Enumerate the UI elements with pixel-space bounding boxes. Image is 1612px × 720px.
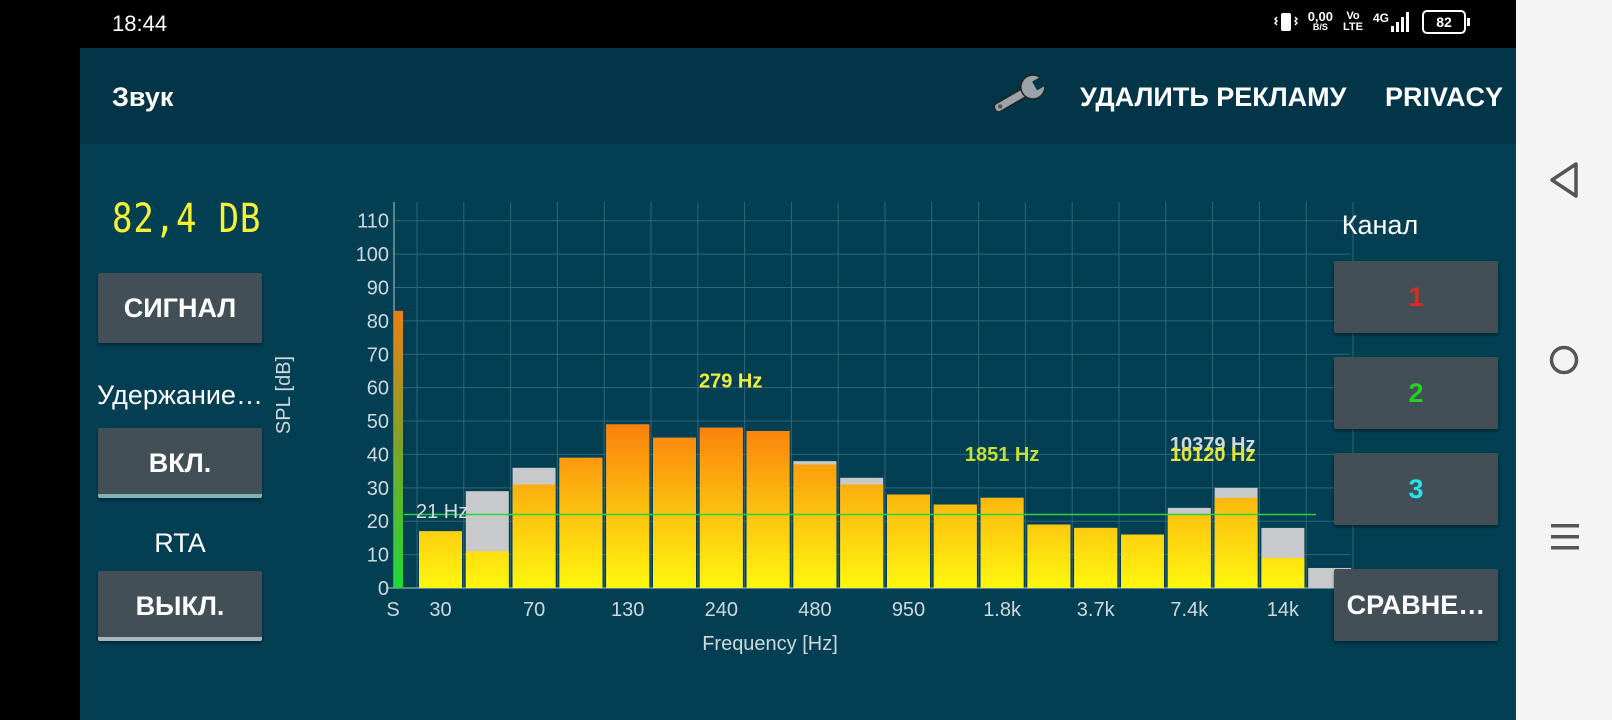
y-tick-label: 100 [356,244,389,266]
peak-annotation: 279 Hz [699,371,762,393]
hold-toggle-button[interactable]: ВКЛ. [98,428,262,498]
battery-icon: 82 [1422,10,1466,34]
y-tick-label: 60 [367,378,389,400]
hold-label: Удержание… [97,380,263,410]
battery-indicator: 82 [1422,10,1470,34]
channel-3-button[interactable]: 3 [1334,453,1498,525]
spectrum-bar [512,484,556,588]
vibrate-icon [1273,13,1298,31]
spectrum-bar [887,494,930,588]
x-tick-label: S [386,599,399,621]
spectrum-bar [653,437,696,588]
y-tick-label: 30 [367,478,389,500]
channel-2-label: 2 [1408,378,1424,408]
system-nav-bar [1516,0,1612,720]
y-tick-label: 10 [367,545,389,567]
network-indicator: 4G [1373,12,1412,32]
peak-annotation: 10120 Hz [1170,444,1256,466]
channel-3-label: 3 [1408,474,1424,504]
status-icons: 0,00 B/S Vo LTE 4G 82 [1273,9,1470,34]
spectrum-bar [465,551,509,588]
y-tick-label: 20 [367,511,389,533]
status-bar: 18:44 0,00 B/S Vo LTE 4G 82 [0,0,1516,48]
menu-icon[interactable] [1548,520,1582,554]
app-window: Звук УДАЛИТЬ РЕКЛАМУ PRIVACY 82,4 DB СИГ… [80,48,1516,720]
y-axis-ticks: 0 10 20 30 40 50 60 70 80 90 100 110 [356,211,389,600]
y-tick-label: 40 [367,444,389,466]
spectrum-bar [840,484,884,588]
spectrum-bar [559,457,603,588]
spectrum-chart: 0 10 20 30 40 50 60 70 80 90 100 110 21 Hz 279 Hz 185… [273,202,1354,655]
x-axis-label: Frequency [Hz] [702,633,838,655]
chart-bars [419,424,1352,588]
signal-button[interactable]: СИГНАЛ [98,273,262,343]
spectrum-bar [699,427,743,588]
x-tick-label: 14k [1267,599,1300,621]
net-speed: 0,00 B/S [1307,9,1334,32]
spectrum-bar [1261,557,1305,588]
wrench-icon[interactable] [987,70,1051,120]
remove-ads-button[interactable]: УДАЛИТЬ РЕКЛАМУ [1080,82,1347,112]
rta-label: RTA [154,528,206,558]
y-tick-label: 0 [378,578,389,600]
peak-annotation: 1851 Hz [965,444,1040,466]
x-tick-label: 70 [523,599,545,621]
network-type: 4G [1372,11,1389,25]
back-icon[interactable] [1546,160,1582,200]
x-tick-label: 1.8k [983,599,1022,621]
y-tick-label: 80 [367,311,389,333]
y-tick-label: 70 [367,344,389,366]
x-tick-label: 30 [429,599,451,621]
spectrum-bar [1214,497,1258,588]
channel-1-button[interactable]: 1 [1334,261,1498,333]
y-tick-label: 90 [367,277,389,299]
spectrum-bar [933,504,977,588]
home-icon[interactable] [1546,342,1582,378]
rta-toggle-button[interactable]: ВЫКЛ. [98,571,262,641]
spectrum-bar [1167,514,1211,588]
compare-button[interactable]: СРАВНЕ… [1334,569,1498,641]
channel-1-label: 1 [1408,282,1424,312]
x-tick-label: 3.7k [1077,599,1116,621]
channel-2-button[interactable]: 2 [1334,357,1498,429]
spectrum-bar [1074,527,1118,588]
app-toolbar: Звук УДАЛИТЬ РЕКЛАМУ PRIVACY [80,48,1516,144]
peak-annotation: 10379 Hz [1170,434,1256,456]
sound-level-readout: 82,4 DB [112,196,262,242]
spectrum-bar [1027,524,1071,588]
peak-annotation: 21 Hz [416,501,468,523]
spectrum-bar [1121,534,1164,588]
signal-level-bar [394,310,403,588]
toolbar-title: Звук [112,82,174,112]
y-tick-label: 110 [357,211,389,233]
spectrum-bar [746,431,790,588]
x-tick-label: 7.4k [1170,599,1209,621]
x-tick-label: 240 [705,599,738,621]
x-tick-label: 130 [611,599,644,621]
spectrum-bar [793,464,837,588]
privacy-button[interactable]: PRIVACY [1385,82,1504,112]
signal-bars-icon [1391,12,1409,32]
x-tick-label: 480 [798,599,831,621]
y-tick-label: 50 [367,411,389,433]
x-axis-ticks: S 30 70 130 240 480 950 1.8k 3.7k 7.4k 14k [386,599,1300,621]
status-time: 18:44 [112,11,168,36]
spectrum-bar [419,531,462,588]
signal-level-fill [394,310,403,588]
spectrum-bar [980,497,1024,588]
y-axis-label: SPL [dB] [273,356,295,434]
x-tick-label: 950 [892,599,925,621]
volte-badge: Vo LTE [1343,10,1363,33]
channel-label: Канал [1341,210,1419,240]
spectrum-bar [606,424,650,588]
